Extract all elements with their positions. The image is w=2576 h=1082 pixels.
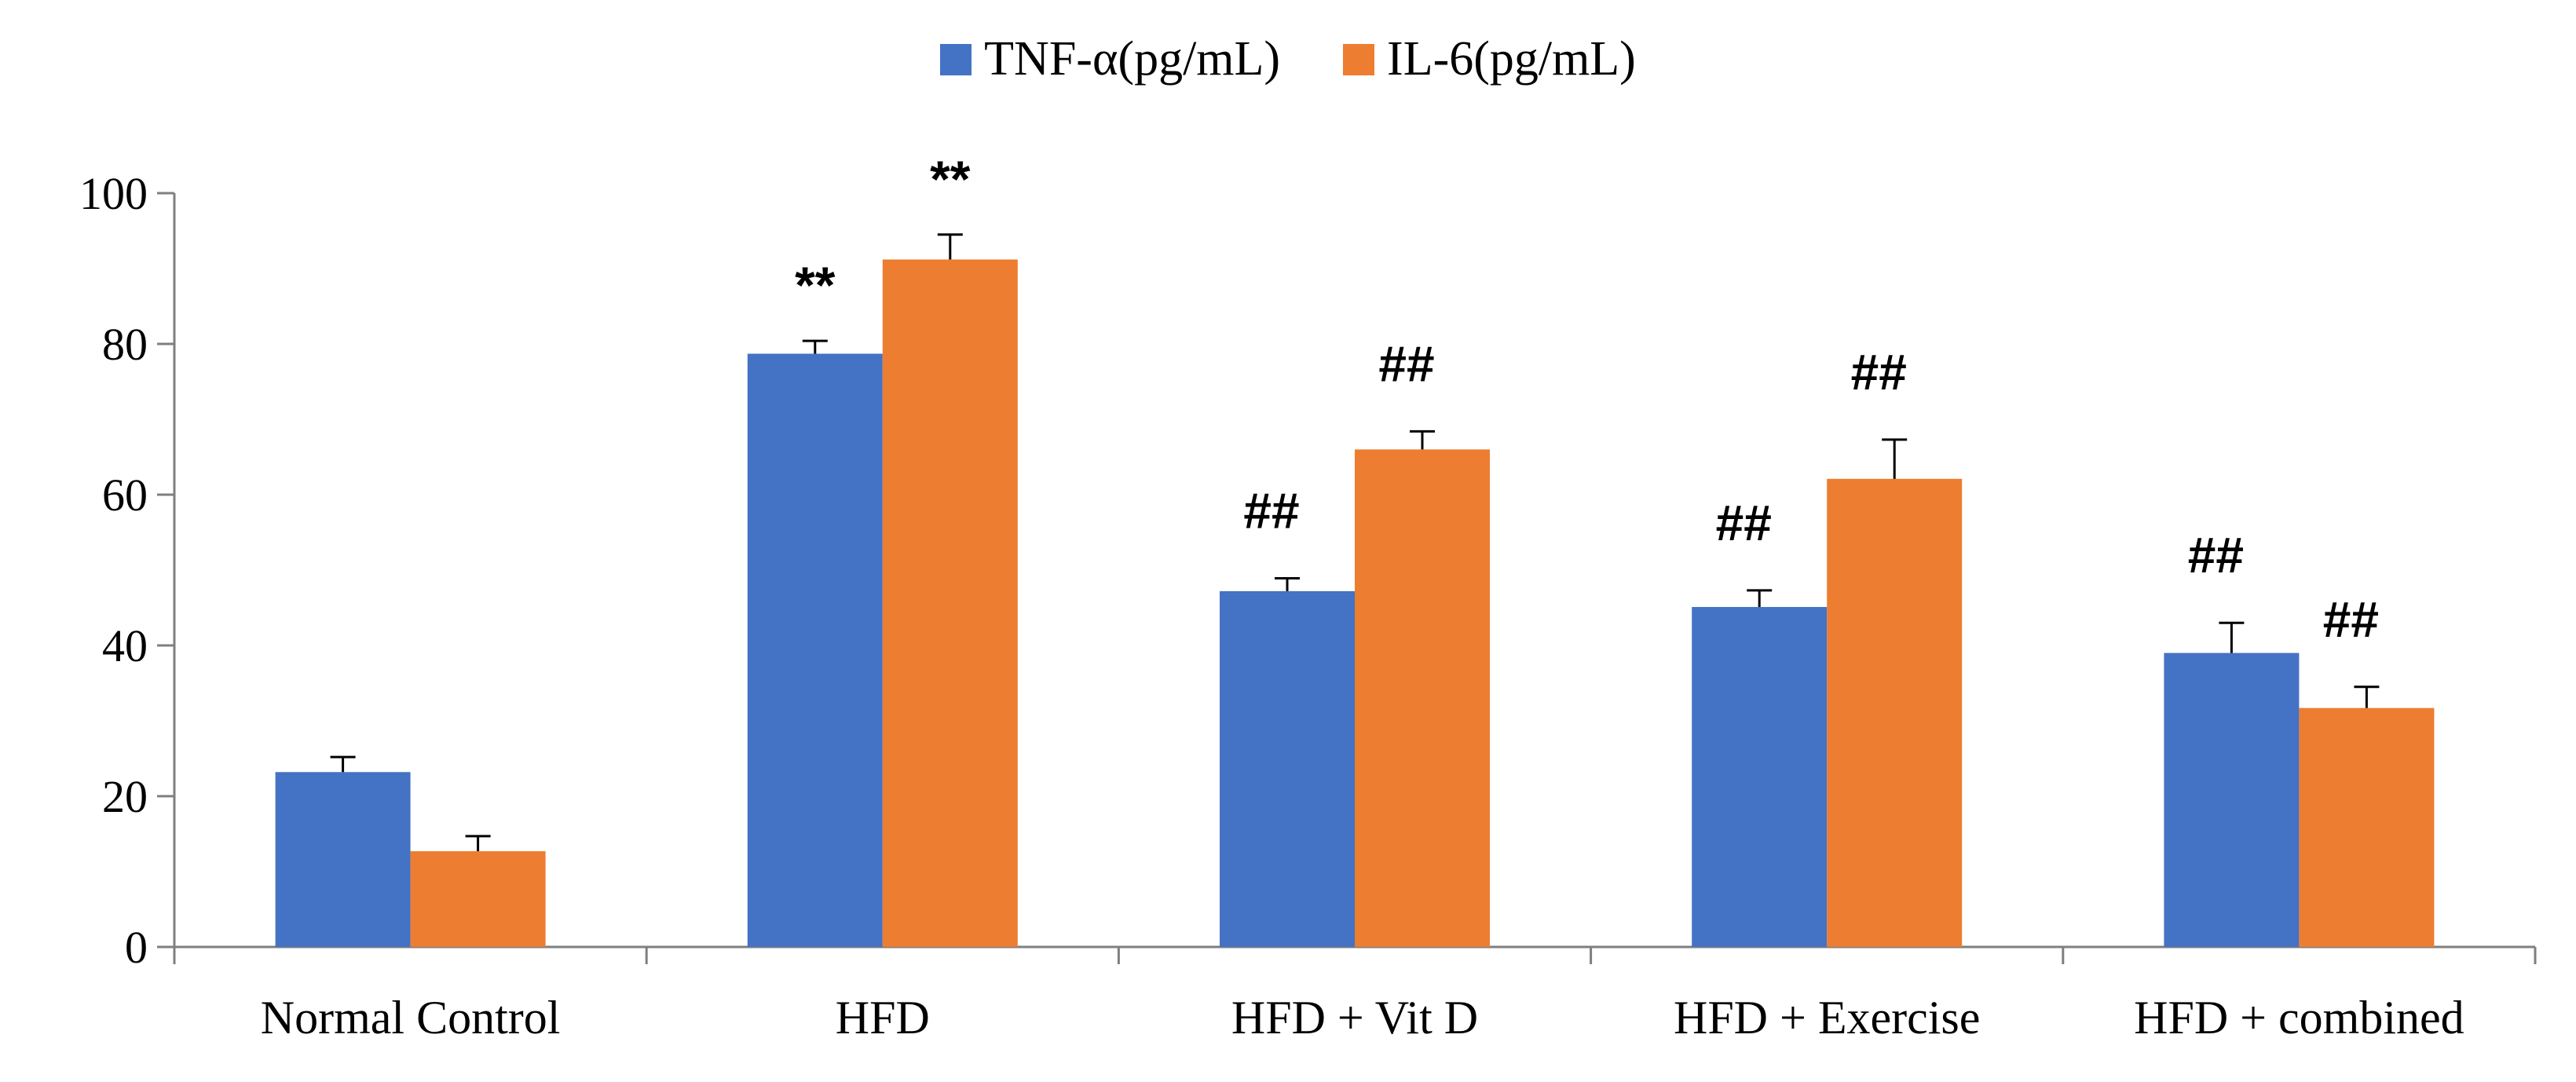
bar: [2299, 707, 2435, 947]
bar: [747, 353, 883, 948]
y-tick-label: 100: [79, 168, 148, 219]
bar: [275, 772, 411, 947]
y-tick-label: 80: [102, 319, 148, 370]
bar: [1827, 478, 1963, 947]
y-tick-label: 60: [102, 470, 148, 521]
bar: [1355, 449, 1490, 947]
legend: TNF-α(pg/mL) IL-6(pg/mL): [0, 31, 2576, 87]
x-tick-label: HFD + Exercise: [1674, 992, 1980, 1044]
legend-label-tnf: TNF-α(pg/mL): [984, 32, 1281, 86]
significance-label: ##: [1851, 344, 1907, 400]
significance-label: ##: [1243, 483, 1299, 539]
bar: [2164, 652, 2300, 947]
significance-label: ##: [1716, 495, 1772, 551]
y-tick-label: 40: [102, 620, 148, 671]
x-tick-label: HFD + combined: [2134, 992, 2464, 1044]
y-tick-label: 0: [125, 922, 148, 973]
bar: [1220, 590, 1355, 947]
bar: [410, 851, 546, 947]
legend-item-tnf: TNF-α(pg/mL): [940, 31, 1280, 87]
legend-item-il6: IL-6(pg/mL): [1343, 31, 1636, 87]
legend-label-il6: IL-6(pg/mL): [1387, 32, 1636, 86]
significance-label: **: [930, 150, 971, 208]
significance-label: **: [795, 256, 836, 314]
x-tick-label: HFD + Vit D: [1231, 992, 1478, 1044]
bar: [882, 259, 1018, 948]
significance-label: ##: [1378, 335, 1434, 392]
legend-swatch-tnf: [940, 43, 972, 75]
x-tick-label: HFD: [836, 992, 930, 1044]
significance-label: ##: [2323, 591, 2379, 648]
bar: [1692, 607, 1828, 947]
y-tick-label: 20: [102, 771, 148, 822]
significance-label: ##: [2188, 527, 2244, 583]
legend-swatch-il6: [1343, 43, 1375, 75]
x-tick-label: Normal Control: [261, 992, 561, 1044]
